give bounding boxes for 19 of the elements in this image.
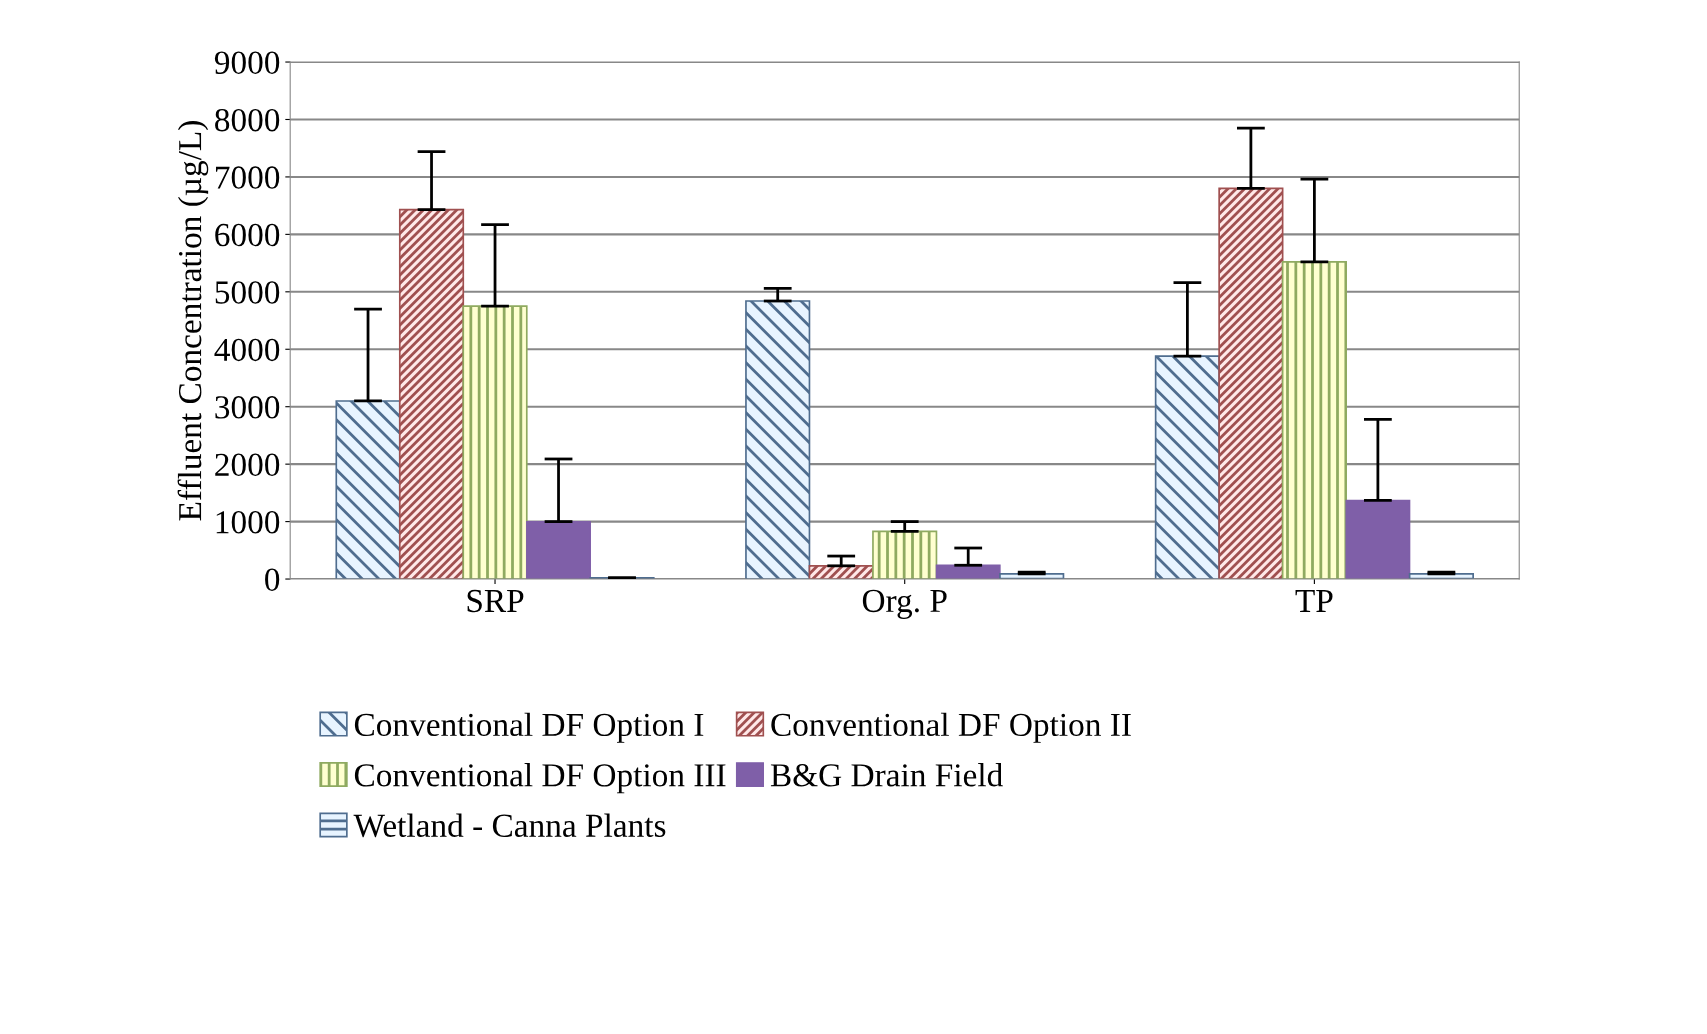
legend-label: Conventional DF Option III [354,763,726,794]
legend-label: Conventional DF Option I [354,712,704,743]
legend-label: Conventional DF Option II [771,712,1131,743]
y-tick-label: 3000 [215,396,280,419]
y-axis-title: Effluent Concentration (µg/L) [177,121,209,521]
x-tick-label: TP [1295,590,1333,612]
y-tick-label: 0 [265,568,280,591]
y-tick-label: 9000 [214,51,280,74]
x-tick-label: SRP [467,589,524,613]
legend-label: Wetland - Canna Plants [353,813,666,838]
y-tick-label: 8000 [215,108,280,132]
y-tick-label: 2000 [215,453,280,477]
y-tick-label: 4000 [214,338,280,362]
y-tick-label: 1000 [216,510,280,534]
y-tick-label: 6000 [215,223,280,247]
legend-label: B&G Drain Field [770,763,1003,787]
x-tick-label: Org. P [862,589,947,619]
y-tick-label: 5000 [215,281,280,304]
y-tick-label: 7000 [216,166,280,189]
